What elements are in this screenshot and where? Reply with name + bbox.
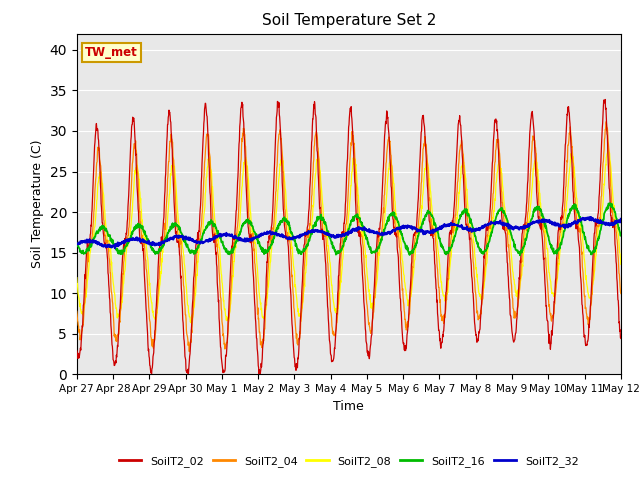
SoilT2_16: [304, 243, 312, 249]
SoilT2_08: [617, 262, 625, 267]
Legend: SoilT2_02, SoilT2_04, SoilT2_08, SoilT2_16, SoilT2_32: SoilT2_02, SoilT2_04, SoilT2_08, SoilT2_…: [115, 451, 583, 471]
SoilT2_02: [137, 240, 145, 246]
SoilT2_32: [73, 241, 81, 247]
SoilT2_04: [617, 291, 625, 297]
SoilT2_04: [602, 119, 610, 124]
SoilT2_32: [325, 231, 333, 237]
X-axis label: Time: Time: [333, 400, 364, 413]
SoilT2_02: [325, 330, 333, 336]
SoilT2_02: [617, 336, 625, 341]
SoilT2_32: [586, 214, 594, 220]
Line: SoilT2_02: SoilT2_02: [77, 99, 621, 377]
SoilT2_08: [325, 251, 333, 256]
SoilT2_32: [138, 238, 145, 244]
SoilT2_04: [73, 309, 81, 314]
SoilT2_32: [617, 216, 625, 222]
SoilT2_08: [73, 275, 81, 281]
SoilT2_04: [304, 226, 312, 232]
Y-axis label: Soil Temperature (C): Soil Temperature (C): [31, 140, 44, 268]
SoilT2_16: [383, 221, 390, 227]
SoilT2_04: [316, 165, 323, 171]
Line: SoilT2_04: SoilT2_04: [77, 121, 621, 352]
SoilT2_16: [325, 232, 333, 238]
Line: SoilT2_32: SoilT2_32: [77, 217, 621, 248]
SoilT2_16: [315, 215, 323, 220]
SoilT2_02: [73, 348, 81, 353]
SoilT2_08: [383, 192, 390, 197]
SoilT2_08: [137, 206, 145, 212]
SoilT2_08: [604, 145, 612, 151]
SoilT2_02: [115, 322, 123, 327]
SoilT2_02: [383, 108, 390, 114]
Line: SoilT2_08: SoilT2_08: [77, 148, 621, 323]
SoilT2_32: [304, 229, 312, 235]
SoilT2_08: [316, 160, 323, 166]
SoilT2_16: [73, 242, 81, 248]
SoilT2_02: [304, 222, 312, 228]
SoilT2_16: [115, 251, 123, 256]
SoilT2_32: [316, 229, 323, 235]
SoilT2_08: [188, 320, 195, 326]
Line: SoilT2_16: SoilT2_16: [77, 203, 621, 255]
Text: TW_met: TW_met: [85, 46, 138, 59]
SoilT2_16: [617, 233, 625, 239]
Title: Soil Temperature Set 2: Soil Temperature Set 2: [262, 13, 436, 28]
SoilT2_16: [137, 223, 145, 228]
SoilT2_04: [137, 228, 145, 233]
SoilT2_16: [516, 252, 524, 258]
SoilT2_32: [111, 245, 119, 251]
SoilT2_02: [602, 96, 609, 102]
SoilT2_08: [304, 243, 312, 249]
SoilT2_04: [186, 349, 193, 355]
SoilT2_08: [115, 313, 123, 319]
SoilT2_02: [184, 374, 192, 380]
SoilT2_04: [115, 331, 123, 337]
SoilT2_32: [383, 231, 390, 237]
SoilT2_04: [383, 151, 390, 156]
SoilT2_04: [325, 283, 333, 289]
SoilT2_16: [606, 200, 614, 206]
SoilT2_32: [115, 241, 123, 247]
SoilT2_02: [316, 193, 323, 199]
